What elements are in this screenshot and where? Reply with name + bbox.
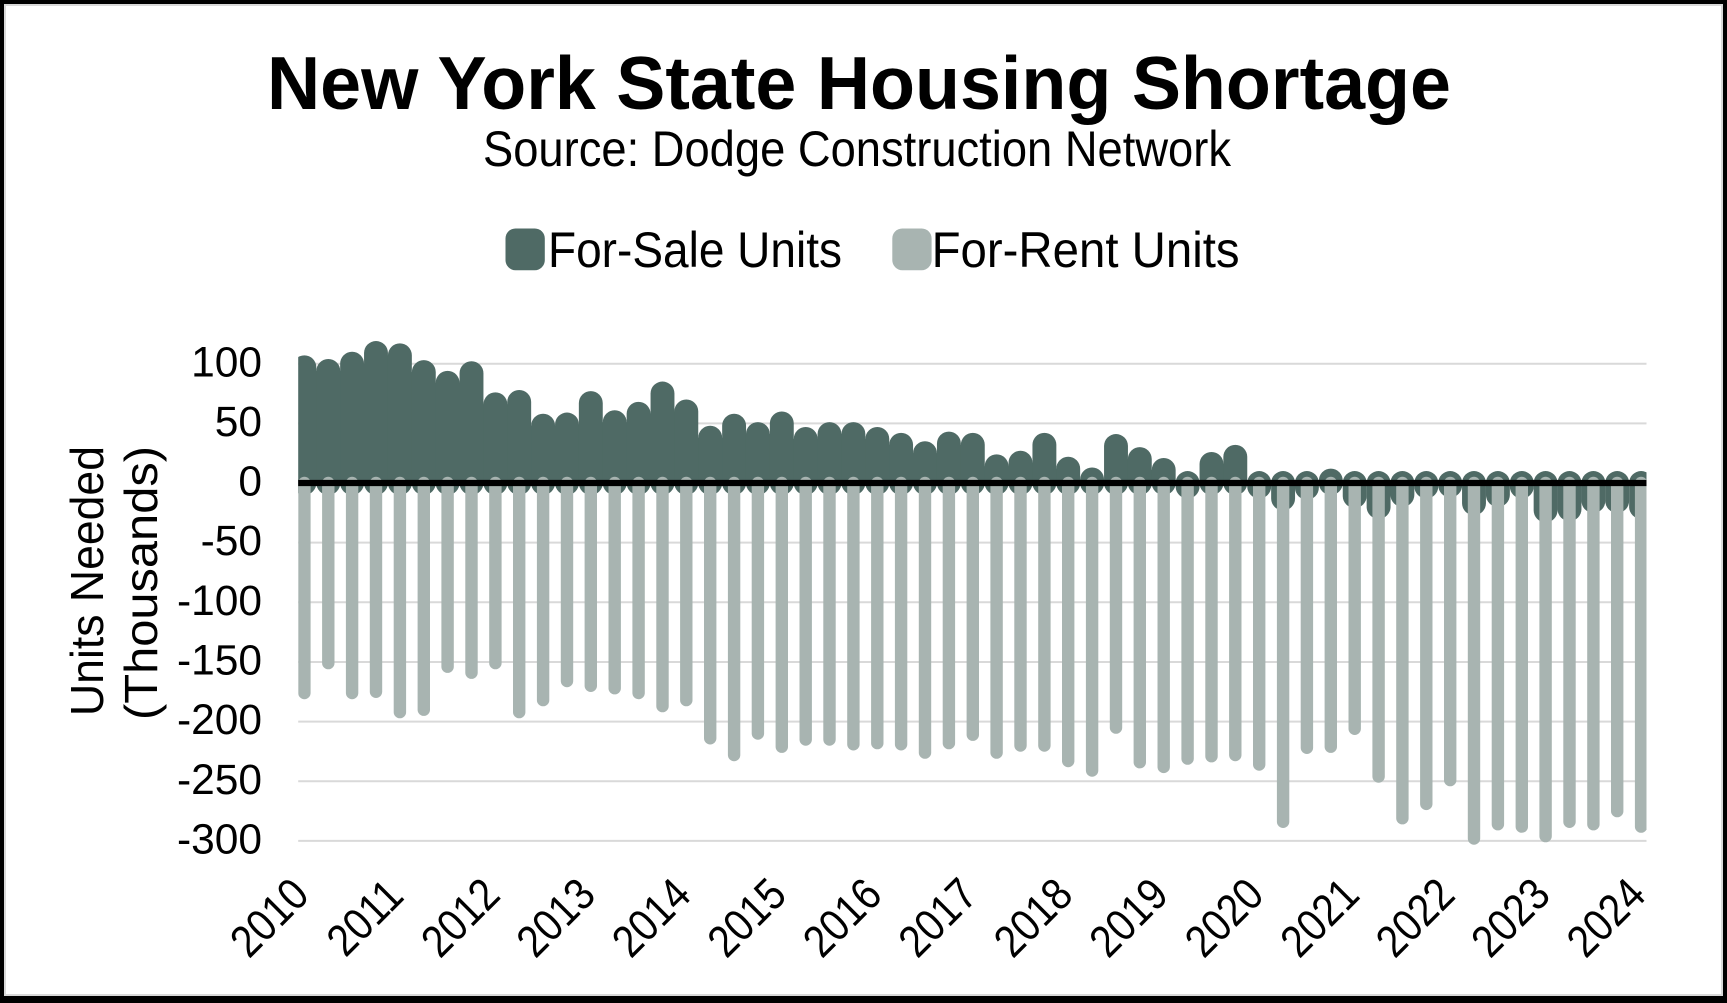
svg-text:Units Needed: Units Needed xyxy=(61,446,113,716)
svg-text:-100: -100 xyxy=(177,578,262,625)
svg-text:2020: 2020 xyxy=(1175,869,1273,967)
svg-text:2012: 2012 xyxy=(411,869,509,967)
svg-text:-300: -300 xyxy=(177,817,262,864)
svg-text:2014: 2014 xyxy=(602,869,700,967)
svg-text:2021: 2021 xyxy=(1271,869,1369,967)
svg-text:For-Rent Units: For-Rent Units xyxy=(932,222,1240,278)
svg-text:-50: -50 xyxy=(201,518,262,565)
svg-text:Source: Dodge Construction Net: Source: Dodge Construction Network xyxy=(483,121,1232,177)
svg-text:(Thousands): (Thousands) xyxy=(115,446,167,720)
svg-text:2017: 2017 xyxy=(889,869,987,967)
svg-text:2019: 2019 xyxy=(1080,869,1178,967)
svg-text:2010: 2010 xyxy=(220,869,318,967)
svg-text:For-Sale Units: For-Sale Units xyxy=(548,222,842,278)
svg-text:2011: 2011 xyxy=(317,870,412,965)
svg-text:2024: 2024 xyxy=(1557,869,1655,967)
svg-text:-200: -200 xyxy=(177,697,262,744)
svg-text:2016: 2016 xyxy=(793,869,891,967)
svg-text:2013: 2013 xyxy=(507,869,605,967)
svg-text:2023: 2023 xyxy=(1462,869,1560,967)
svg-text:-150: -150 xyxy=(177,638,262,685)
svg-text:0: 0 xyxy=(238,459,262,506)
svg-text:100: 100 xyxy=(191,339,262,386)
svg-text:2015: 2015 xyxy=(698,869,796,967)
svg-text:New York State Housing Shortag: New York State Housing Shortage xyxy=(267,41,1451,125)
svg-text:50: 50 xyxy=(215,399,262,446)
svg-text:2022: 2022 xyxy=(1366,869,1464,967)
svg-text:-250: -250 xyxy=(177,757,262,804)
svg-text:2018: 2018 xyxy=(984,869,1082,967)
